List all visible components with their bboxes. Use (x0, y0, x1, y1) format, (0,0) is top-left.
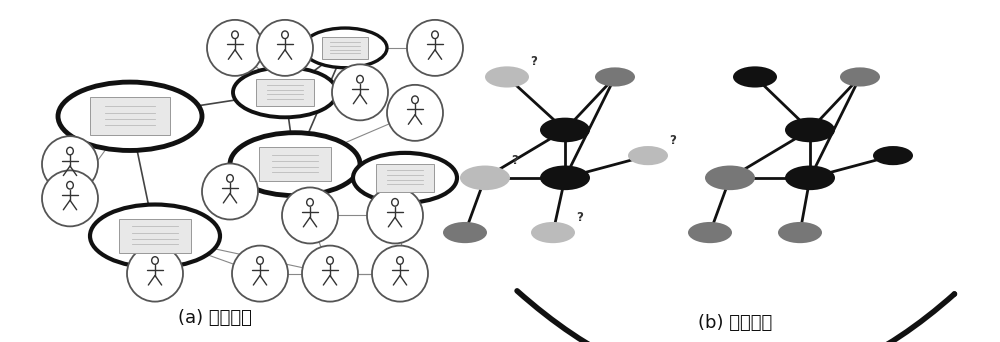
Ellipse shape (257, 20, 313, 76)
Ellipse shape (540, 166, 590, 190)
Ellipse shape (202, 163, 258, 220)
Ellipse shape (302, 246, 358, 302)
Ellipse shape (42, 170, 98, 226)
Ellipse shape (42, 136, 98, 192)
FancyBboxPatch shape (256, 79, 314, 106)
Ellipse shape (705, 166, 755, 190)
Text: (a) 引文网络: (a) 引文网络 (178, 309, 252, 327)
Ellipse shape (407, 20, 463, 76)
Text: ?: ? (669, 134, 676, 147)
Ellipse shape (232, 246, 288, 302)
Ellipse shape (90, 205, 220, 267)
Ellipse shape (303, 28, 387, 68)
Ellipse shape (207, 20, 263, 76)
Ellipse shape (58, 82, 202, 150)
Ellipse shape (282, 187, 338, 244)
Ellipse shape (127, 246, 183, 302)
Ellipse shape (873, 146, 913, 165)
Ellipse shape (485, 66, 529, 88)
FancyBboxPatch shape (322, 37, 368, 59)
Ellipse shape (531, 222, 575, 243)
Ellipse shape (372, 246, 428, 302)
FancyBboxPatch shape (259, 147, 331, 182)
Ellipse shape (332, 64, 388, 120)
Ellipse shape (540, 118, 590, 142)
Text: (b) 节点分类: (b) 节点分类 (698, 314, 772, 332)
Ellipse shape (460, 166, 510, 190)
Ellipse shape (387, 85, 443, 141)
Text: ?: ? (530, 55, 537, 68)
Ellipse shape (443, 222, 487, 243)
FancyBboxPatch shape (119, 219, 191, 253)
Ellipse shape (785, 166, 835, 190)
FancyBboxPatch shape (376, 164, 434, 192)
Ellipse shape (230, 133, 360, 196)
Ellipse shape (733, 66, 777, 88)
Ellipse shape (595, 67, 635, 87)
Ellipse shape (353, 153, 457, 203)
Text: ?: ? (576, 211, 583, 224)
Ellipse shape (778, 222, 822, 243)
Ellipse shape (628, 146, 668, 165)
Ellipse shape (688, 222, 732, 243)
Ellipse shape (840, 67, 880, 87)
Ellipse shape (367, 187, 423, 244)
Text: ?: ? (511, 154, 518, 167)
Ellipse shape (233, 67, 337, 117)
FancyArrowPatch shape (517, 291, 954, 342)
FancyBboxPatch shape (90, 97, 170, 135)
Ellipse shape (785, 118, 835, 142)
